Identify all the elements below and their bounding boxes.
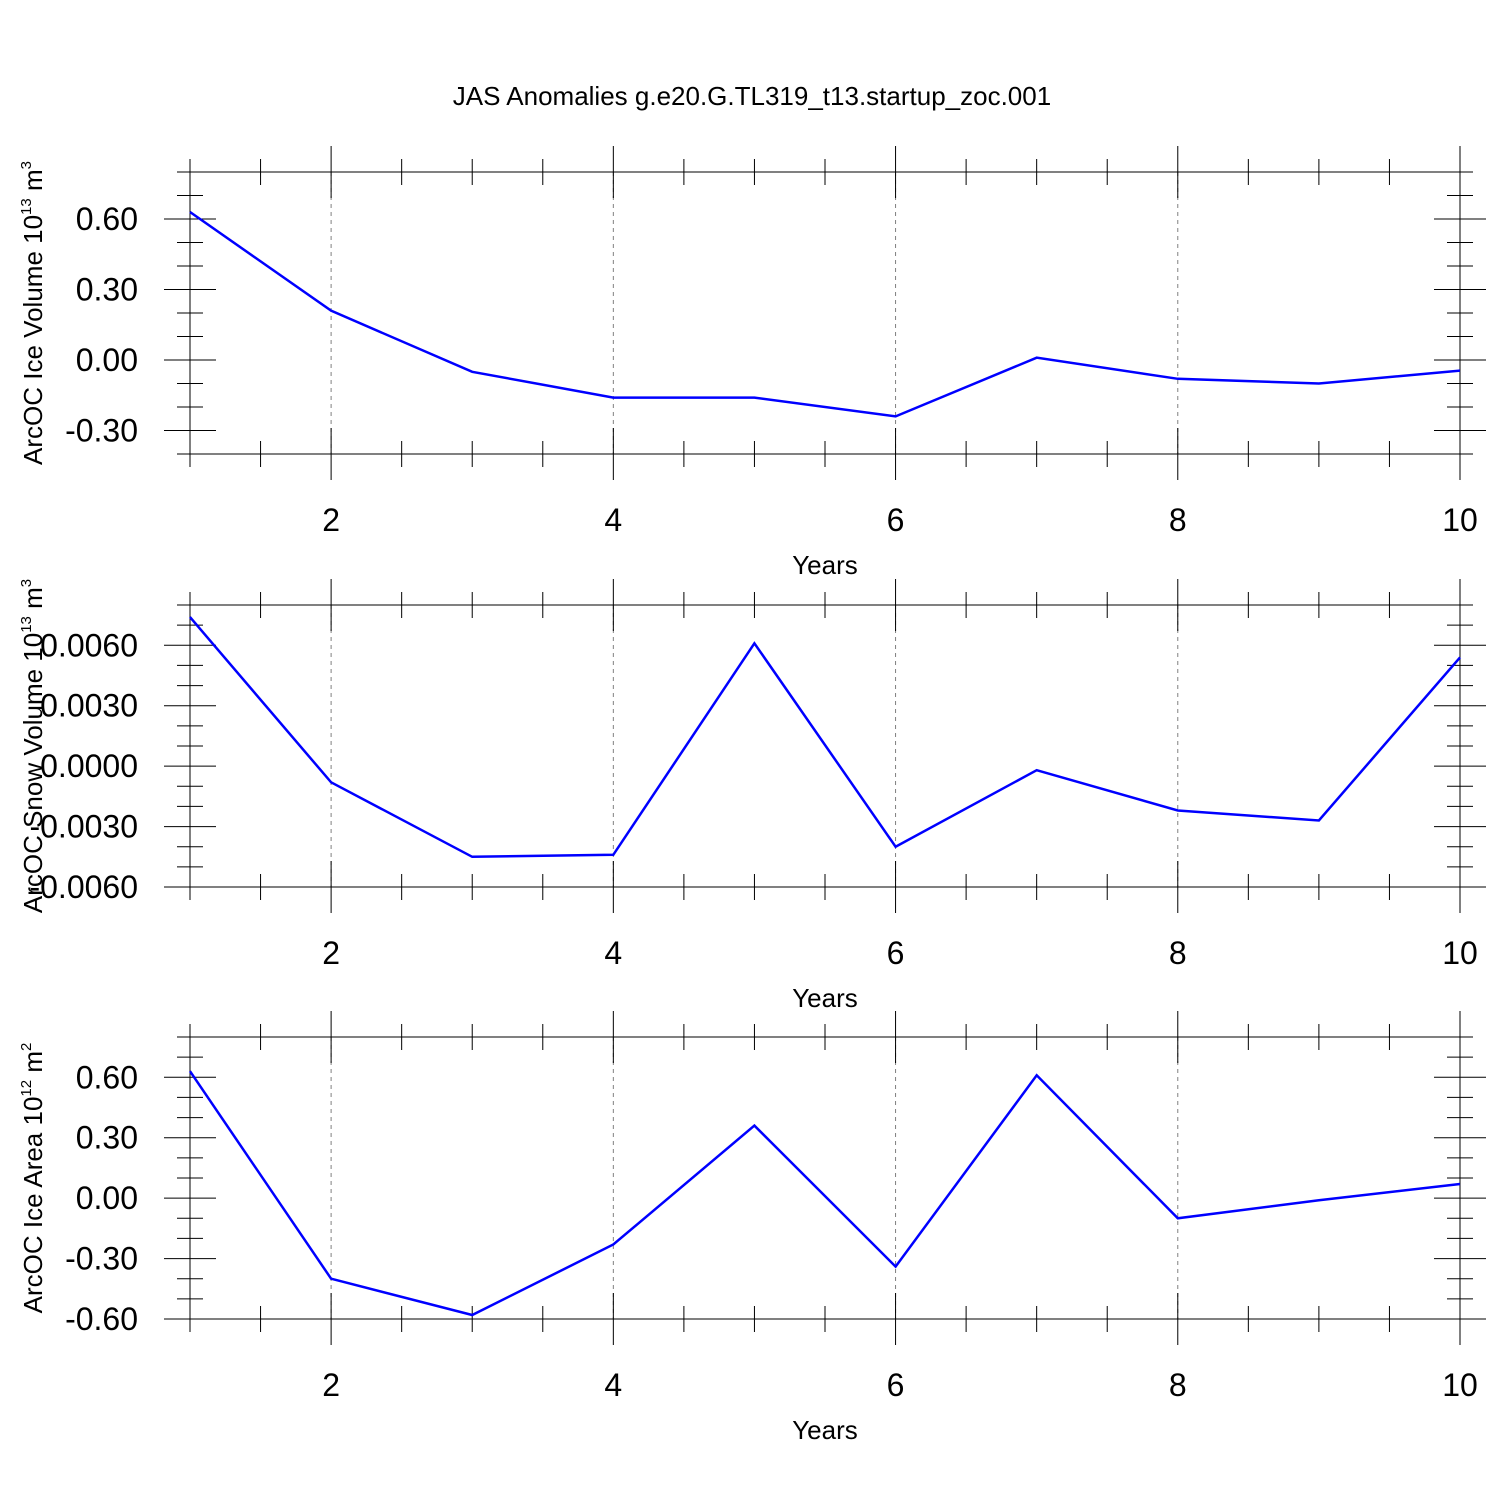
y-axis-label-part: ArcOC Ice Area 10 xyxy=(18,1097,48,1314)
x-tick-label: 2 xyxy=(322,1367,340,1403)
x-tick-label: 6 xyxy=(887,935,905,971)
series-line-1 xyxy=(189,616,1461,859)
series-line-1 xyxy=(189,210,1461,418)
chart-panel-1: 2 4 6 8 10 0.60 0.30 0.00 -0.30 Years ArcOC Ice Vo… xyxy=(18,146,1486,580)
x-tick-label: 4 xyxy=(604,935,622,971)
y-axis-label-superscript: 2 xyxy=(18,1043,35,1051)
x-tick-label: 8 xyxy=(1169,935,1187,971)
y-axis-label-part: m xyxy=(18,1051,48,1080)
chart-title: JAS Anomalies g.e20.G.TL319_t13.startup_… xyxy=(453,81,1051,111)
y-axis-label-superscript: 13 xyxy=(18,198,35,215)
x-tick-label: 8 xyxy=(1169,1367,1187,1403)
x-tick-label: 8 xyxy=(1169,502,1187,538)
x-axis-label: Years xyxy=(792,550,858,580)
plot-frame xyxy=(189,1036,1461,1320)
x-tick-label: 2 xyxy=(322,502,340,538)
y-tick-label: 0.60 xyxy=(76,1059,138,1095)
y-tick-label: 0.30 xyxy=(76,1120,138,1156)
y-axis-label: ArcOC Ice Area 1012 m2 xyxy=(18,1043,48,1314)
x-tick-label: 10 xyxy=(1442,935,1478,971)
y-axis-label-part: ArcOC Ice Volume 10 xyxy=(18,215,48,465)
series-line-1 xyxy=(188,1070,1461,1317)
x-tick-label: 4 xyxy=(604,1367,622,1403)
y-axis-label-superscript: 3 xyxy=(18,161,35,169)
y-tick-label: -0.0060 xyxy=(29,869,138,905)
y-tick-label: 0.0030 xyxy=(40,688,138,724)
y-tick-label: -0.30 xyxy=(65,413,138,449)
chart-panel-2: 2 4 6 8 10 0.0060 0.0030 0.0000 -0.0030 -0.0060 Ye… xyxy=(18,579,1486,1013)
y-axis-label-part: m xyxy=(18,587,48,616)
y-tick-label: -0.0030 xyxy=(29,809,138,845)
plot-frame xyxy=(189,171,1461,455)
y-tick-label: 0.00 xyxy=(76,1180,138,1216)
x-axis-label: Years xyxy=(792,1415,858,1445)
x-tick-label: 6 xyxy=(887,502,905,538)
y-axis-label-part: m xyxy=(18,169,48,198)
x-tick-label: 4 xyxy=(604,502,622,538)
y-axis-label-superscript: 13 xyxy=(18,616,35,633)
y-axis-label: ArcOC Snow Volume 1013 m3 xyxy=(18,579,48,913)
y-axis-label: ArcOC Ice Volume 1013 m3 xyxy=(18,161,48,465)
y-axis-label-superscript: 3 xyxy=(18,579,35,587)
y-tick-label: 0.00 xyxy=(76,342,138,378)
y-axis-label-superscript: 12 xyxy=(18,1080,35,1097)
chart-panels: 2 4 6 8 10 0.60 0.30 0.00 -0.30 Years ArcOC Ice Vo… xyxy=(18,146,1486,1445)
x-tick-label: 10 xyxy=(1442,502,1478,538)
y-tick-label: -0.30 xyxy=(65,1241,138,1277)
x-tick-label: 6 xyxy=(887,1367,905,1403)
chart-panel-3: 2 4 6 8 10 0.60 0.30 0.00 -0.30 -0.60 Years ArcOC I… xyxy=(18,1011,1486,1445)
y-tick-label: 0.0060 xyxy=(40,627,138,663)
y-tick-label: 0.60 xyxy=(76,201,138,237)
y-tick-label: 0.0000 xyxy=(40,748,138,784)
y-tick-label: -0.60 xyxy=(65,1301,138,1337)
y-tick-label: 0.30 xyxy=(76,272,138,308)
x-tick-label: 2 xyxy=(322,935,340,971)
x-tick-label: 10 xyxy=(1442,1367,1478,1403)
y-axis-label-part: ArcOC Snow Volume 10 xyxy=(18,633,48,913)
x-axis-label: Years xyxy=(792,983,858,1013)
